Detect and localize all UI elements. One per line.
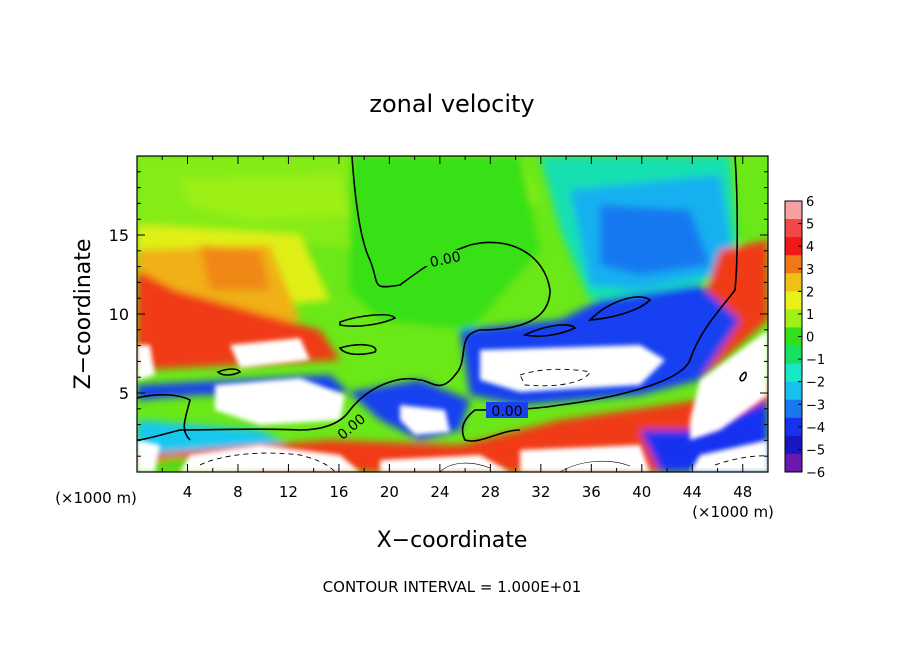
x-tick-label: 4 (183, 483, 193, 501)
field-region-light-green (180, 175, 350, 220)
colorbar-swatch (785, 273, 802, 292)
colorbar-swatch (785, 417, 802, 437)
field-saturation-patch (215, 378, 345, 425)
y-tick-label: 10 (109, 305, 129, 324)
colorbar-tick-label: 3 (806, 263, 814, 278)
x-tick-label: 24 (430, 483, 449, 501)
contour-interval-note: CONTOUR INTERVAL = 1.000E+01 (323, 578, 582, 596)
y-axis-title: Z−coordinate (71, 239, 96, 390)
x-tick-label: 40 (632, 483, 651, 501)
y-axis-ticks: 5 10 15 (109, 171, 768, 457)
contour-line (216, 368, 242, 376)
field-saturation-patch (480, 345, 665, 392)
contour-line (739, 371, 747, 382)
x-tick-label: 8 (233, 483, 243, 501)
colorbar-swatch (785, 255, 802, 274)
colorbar-tick-label: 5 (806, 218, 814, 233)
colorbar-tick-label: 1 (806, 308, 814, 323)
contour-line (137, 393, 191, 441)
x-tick-label: 12 (279, 483, 298, 501)
field-saturation-patch (380, 455, 510, 472)
x-tick-label: 16 (329, 483, 348, 501)
colorbar-swatch (785, 201, 802, 220)
x-tick-label: 20 (380, 483, 399, 501)
colorbar-tick-label: −5 (806, 443, 825, 458)
x-tick-label: 32 (531, 483, 550, 501)
colorbar-swatch (785, 309, 802, 328)
contour-line (199, 452, 336, 472)
colorbar-swatch (785, 345, 802, 365)
contour-line (439, 462, 491, 472)
colorbar-tick-label: −1 (806, 353, 825, 368)
negative-contour-lines (199, 368, 768, 472)
field-saturation-patch (180, 445, 360, 472)
contour-line (461, 156, 739, 442)
x-unit-right-label: (×1000 m) (692, 503, 774, 521)
colorbar-tick-label: −2 (806, 376, 825, 391)
contour-line (587, 296, 652, 321)
contour-line (339, 313, 397, 327)
colorbar-swatch (785, 291, 802, 310)
colorbar-swatch (785, 381, 802, 401)
colorbar-tick-label: 4 (806, 240, 814, 255)
zero-contour-lines (137, 156, 747, 442)
colorbar-swatch (785, 435, 802, 455)
x-axis-title: X−coordinate (377, 528, 528, 553)
field-saturation-patch (137, 345, 155, 380)
contour-line (519, 368, 591, 387)
colorbar-tick-label: 0 (806, 331, 814, 346)
colorbar-swatch (785, 219, 802, 238)
x-tick-label: 48 (733, 483, 752, 501)
y-tick-label: 15 (109, 226, 129, 245)
contour-label: 0.00 (491, 404, 522, 420)
field-saturation-patch (520, 445, 650, 472)
colorbar-swatch (785, 399, 802, 419)
heatmap-field (137, 156, 768, 472)
colorbar-swatch (785, 327, 802, 347)
colorbar-swatch (785, 453, 802, 473)
x-axis-ticks: 4 8 12 16 20 24 28 32 36 40 44 48 (161, 156, 752, 501)
x-unit-left-label: (×1000 m) (55, 489, 137, 507)
contour-line (714, 455, 768, 466)
colorbar: 6 5 4 3 2 1 0 −1 −2 −3 −4 −5 −6 (784, 195, 825, 481)
field-region-green (350, 156, 540, 330)
contour-label: 0.00 (429, 249, 463, 271)
field-region-orange (200, 245, 270, 290)
colorbar-tick-label: −3 (806, 398, 825, 413)
field-saturation-patch (690, 440, 768, 472)
x-tick-label: 44 (683, 483, 702, 501)
colorbar-tick-label: 2 (806, 285, 814, 300)
x-tick-label: 36 (582, 483, 601, 501)
colorbar-tick-label: −4 (806, 421, 825, 436)
x-tick-label: 28 (481, 483, 500, 501)
chart-title: zonal velocity (369, 90, 534, 118)
y-tick-label: 5 (119, 384, 129, 403)
colorbar-tick-label: 6 (806, 195, 814, 210)
field-saturation-patch (400, 405, 450, 435)
colorbar-tick-label: −6 (806, 466, 825, 481)
contour-line (338, 343, 377, 356)
contour-label-bg (486, 402, 528, 418)
field-saturation-patch (137, 440, 160, 472)
field-region-blue (600, 205, 710, 275)
contour-line (137, 156, 551, 441)
colorbar-swatch (785, 363, 802, 383)
contour-label-bg (424, 250, 466, 266)
colorbar-swatch (785, 237, 802, 256)
field-saturation-patch (230, 338, 310, 368)
field-saturation-patch (690, 330, 768, 440)
contour-line (522, 324, 577, 337)
